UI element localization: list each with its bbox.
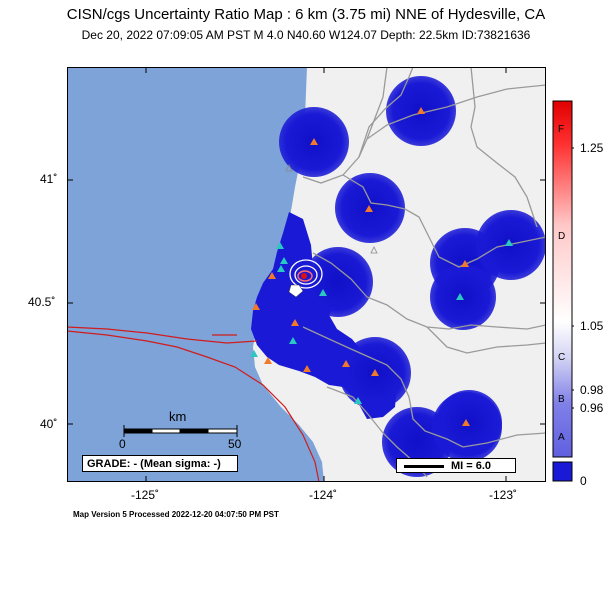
grade-letter-c: C [558, 352, 566, 363]
map-title: CISN/cgs Uncertainty Ratio Map : 6 km (3… [66, 6, 546, 23]
colorbar-value-0: 0 [580, 474, 587, 488]
map-footer: Map Version 5 Processed 2022-12-20 04:07… [73, 510, 279, 519]
scale-bar-right: 50 [228, 437, 242, 451]
scale-bar [123, 425, 238, 437]
map-subtitle: Dec 20, 2022 07:09:05 AM PST M 4.0 N40.6… [81, 28, 531, 42]
lat-label-40: 40˚ [40, 417, 58, 431]
scale-bar-unit: km [169, 409, 187, 424]
scale-bar-left: 0 [119, 437, 126, 451]
colorbar-value-1-25: 1.25 [580, 141, 604, 155]
lon-label-125: -125˚ [131, 488, 160, 502]
colorbar [552, 100, 574, 482]
lat-label-40-5: 40.5˚ [28, 295, 56, 309]
map-frame [67, 67, 546, 482]
grade-letter-b: B [558, 394, 565, 405]
rivers [302, 67, 546, 478]
stations-orange [252, 107, 470, 470]
colorbar-value-0-96: 0.96 [580, 401, 604, 415]
colorbar-value-1-05: 1.05 [580, 319, 604, 333]
lat-label-41: 41˚ [40, 172, 58, 186]
mi-legend-text: MI = 6.0 [451, 460, 492, 472]
colorbar-value-0-98: 0.98 [580, 383, 604, 397]
epicenter-contours [288, 259, 323, 298]
lon-label-123: -123˚ [489, 488, 518, 502]
grade-letter-d: D [558, 231, 566, 242]
lon-label-124: -124˚ [309, 488, 338, 502]
stations-teal [250, 239, 513, 404]
stations-open [285, 164, 378, 254]
faults [67, 326, 320, 482]
grade-letter-a: A [558, 432, 565, 443]
grade-box: GRADE: - (Mean sigma: -) [82, 455, 238, 472]
map-canvas [67, 67, 546, 482]
mi-legend: MI = 6.0 [396, 458, 516, 473]
grade-letter-f: F [558, 124, 565, 135]
mi-legend-line [404, 465, 444, 468]
